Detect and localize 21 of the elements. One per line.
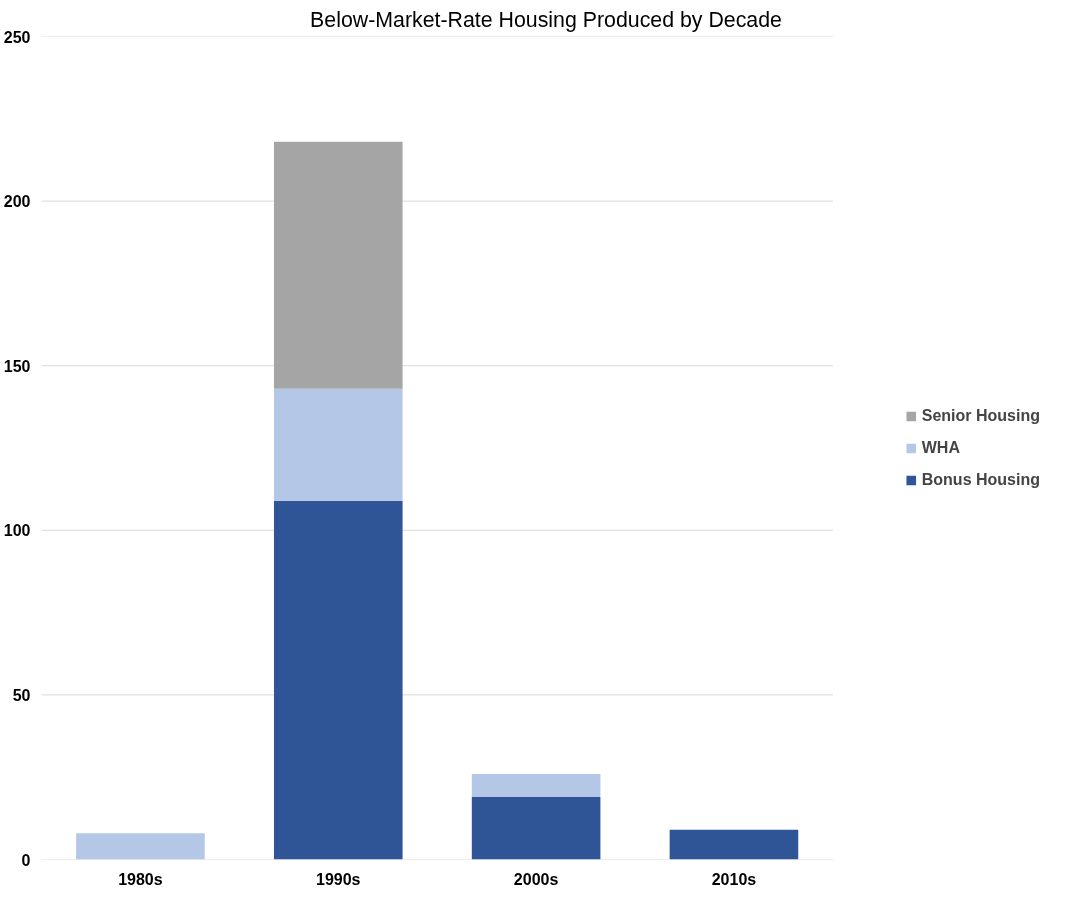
y-tick-label: 250 (3, 28, 31, 46)
bar (471, 796, 601, 860)
x-tick-label: 2010s (711, 870, 757, 888)
y-tick-label: 50 (12, 686, 31, 704)
chart-title: Below-Market-Rate Housing Produced by Decade (310, 7, 782, 32)
legend-label: Senior Housing (921, 406, 1040, 425)
x-tick-label: 1990s (316, 870, 361, 888)
y-tick-label: 0 (21, 851, 31, 869)
y-tick-label: 200 (3, 193, 31, 211)
bar (669, 829, 799, 860)
x-tick-label: 1980s (118, 870, 163, 888)
legend-label: Bonus Housing (921, 470, 1040, 489)
bar (273, 500, 403, 860)
bar (471, 773, 601, 797)
y-tick-label: 150 (3, 357, 31, 375)
bar (273, 388, 403, 501)
y-tick-label: 100 (3, 522, 31, 540)
bar (76, 833, 205, 860)
x-tick-label: 2000s (513, 870, 559, 888)
bar (273, 141, 403, 389)
legend-label: WHA (921, 438, 960, 457)
